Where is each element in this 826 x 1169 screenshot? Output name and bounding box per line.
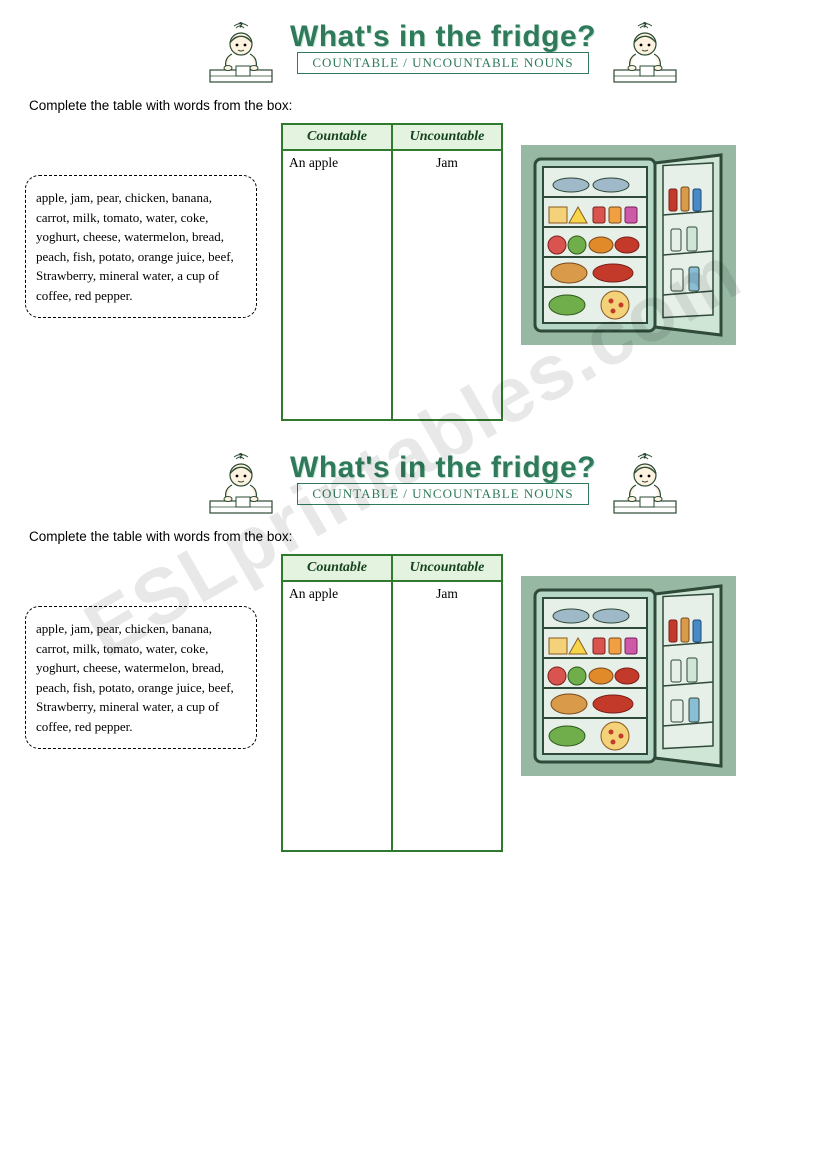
studying-boy-icon: ? <box>206 20 276 86</box>
countable-cell[interactable]: An apple <box>282 581 392 851</box>
worksheet-copy-1: ? What's in the fridge? COUNTABLE / UNCO… <box>25 20 801 421</box>
fridge-icon <box>521 576 736 776</box>
studying-boy-icon: ? <box>610 20 680 86</box>
page-title: What's in the fridge? <box>290 451 596 485</box>
studying-boy-icon: ? <box>206 451 276 517</box>
instruction-text: Complete the table with words from the b… <box>29 529 801 544</box>
word-bank-box: apple, jam, pear, chicken, banana, carro… <box>25 175 257 318</box>
header: ? What's in the fridge? COUNTABLE / UNCO… <box>25 451 801 517</box>
fridge-icon <box>521 145 736 345</box>
column-header-countable: Countable <box>282 124 392 150</box>
page-title: What's in the fridge? <box>290 20 596 54</box>
worksheet-copy-2: ? What's in the fridge? COUNTABLE / UNCO… <box>25 451 801 852</box>
studying-boy-icon: ? <box>610 451 680 517</box>
column-header-uncountable: Uncountable <box>392 124 502 150</box>
uncountable-cell[interactable]: Jam <box>392 581 502 851</box>
countable-cell[interactable]: An apple <box>282 150 392 420</box>
instruction-text: Complete the table with words from the b… <box>29 98 801 113</box>
header: ? What's in the fridge? COUNTABLE / UNCO… <box>25 20 801 86</box>
column-header-countable: Countable <box>282 555 392 581</box>
subtitle: COUNTABLE / UNCOUNTABLE NOUNS <box>297 52 588 74</box>
word-bank-box: apple, jam, pear, chicken, banana, carro… <box>25 606 257 749</box>
countable-uncountable-table: Countable Uncountable An apple Jam <box>281 554 503 852</box>
column-header-uncountable: Uncountable <box>392 555 502 581</box>
countable-uncountable-table: Countable Uncountable An apple Jam <box>281 123 503 421</box>
subtitle: COUNTABLE / UNCOUNTABLE NOUNS <box>297 483 588 505</box>
uncountable-cell[interactable]: Jam <box>392 150 502 420</box>
